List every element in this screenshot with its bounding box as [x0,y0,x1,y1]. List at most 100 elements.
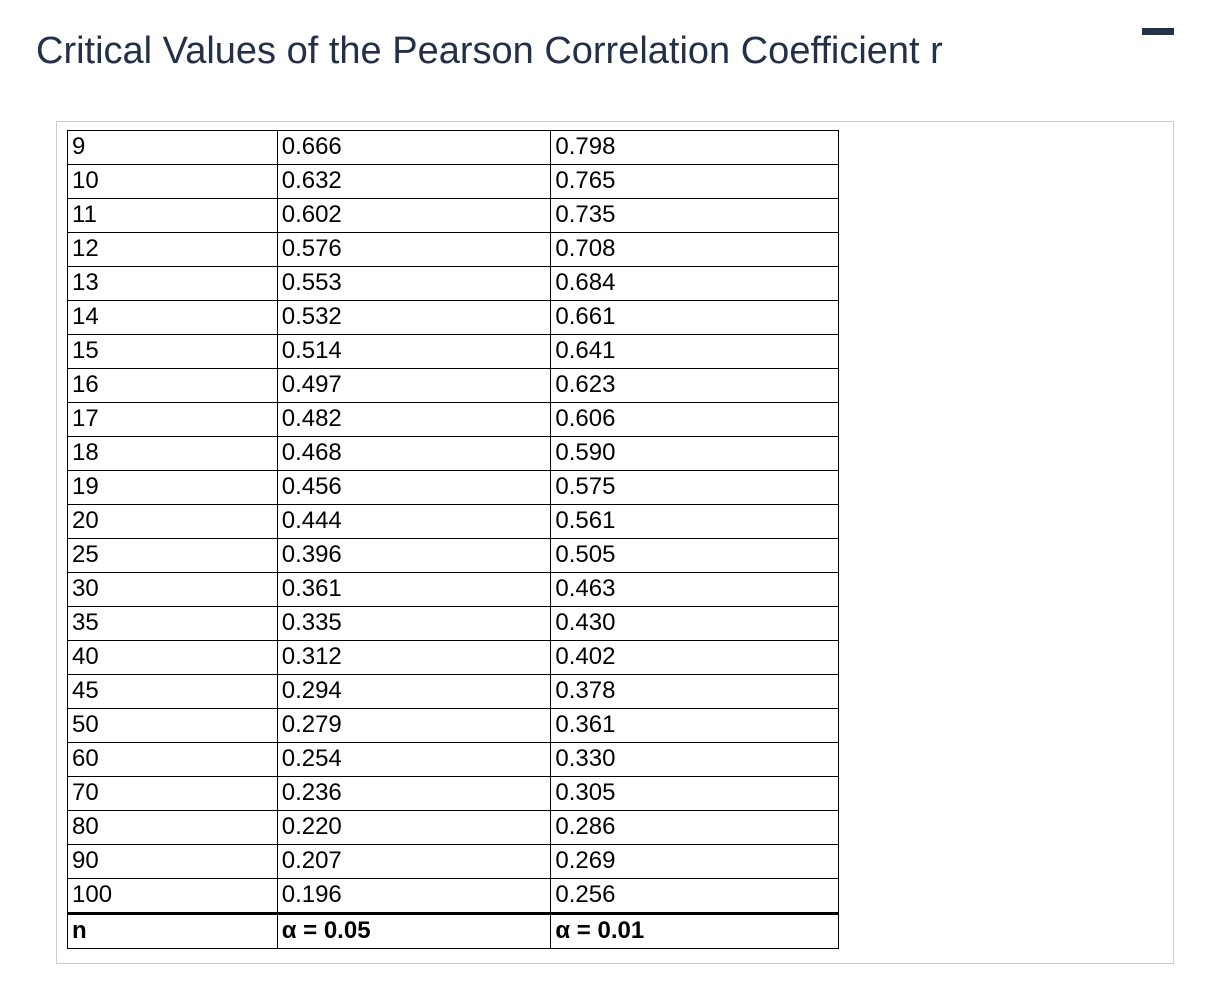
cell-alpha01: 0.623 [551,369,839,403]
cell-alpha05: 0.553 [277,267,551,301]
cell-alpha05: 0.312 [277,641,551,675]
cell-alpha01: 0.378 [551,675,839,709]
cell-n: 35 [68,607,278,641]
cell-alpha05: 0.236 [277,777,551,811]
table-row: 20 0.444 0.561 [68,505,839,539]
cell-alpha05: 0.335 [277,607,551,641]
table-row: 35 0.335 0.430 [68,607,839,641]
cell-alpha01: 0.361 [551,709,839,743]
table-row: 50 0.279 0.361 [68,709,839,743]
cell-alpha05: 0.456 [277,471,551,505]
cell-n: 20 [68,505,278,539]
cell-n: 100 [68,879,278,914]
cell-n: 45 [68,675,278,709]
cell-n: 25 [68,539,278,573]
cell-alpha05: 0.361 [277,573,551,607]
cell-alpha01: 0.256 [551,879,839,914]
cell-alpha05: 0.666 [277,131,551,165]
cell-alpha05: 0.576 [277,233,551,267]
table-row: 30 0.361 0.463 [68,573,839,607]
cell-alpha01: 0.661 [551,301,839,335]
footer-n: n [68,913,278,948]
table-row: 80 0.220 0.286 [68,811,839,845]
cell-alpha05: 0.220 [277,811,551,845]
table-row: 15 0.514 0.641 [68,335,839,369]
cell-alpha05: 0.254 [277,743,551,777]
cell-alpha01: 0.305 [551,777,839,811]
cell-alpha01: 0.430 [551,607,839,641]
cell-n: 10 [68,165,278,199]
cell-n: 90 [68,845,278,879]
cell-alpha05: 0.294 [277,675,551,709]
cell-alpha01: 0.330 [551,743,839,777]
cell-alpha01: 0.286 [551,811,839,845]
table-container: 9 0.666 0.798 10 0.632 0.765 11 0.602 0.… [56,121,1174,964]
cell-n: 60 [68,743,278,777]
cell-alpha01: 0.684 [551,267,839,301]
collapse-icon[interactable] [1142,28,1174,35]
table-row: 16 0.497 0.623 [68,369,839,403]
table-row: 40 0.312 0.402 [68,641,839,675]
cell-alpha05: 0.602 [277,199,551,233]
cell-n: 9 [68,131,278,165]
cell-alpha05: 0.396 [277,539,551,573]
cell-n: 80 [68,811,278,845]
table-row: 11 0.602 0.735 [68,199,839,233]
cell-n: 18 [68,437,278,471]
table-row: 12 0.576 0.708 [68,233,839,267]
cell-n: 11 [68,199,278,233]
table-row: 14 0.532 0.661 [68,301,839,335]
table-row: 100 0.196 0.256 [68,879,839,914]
critical-values-table: 9 0.666 0.798 10 0.632 0.765 11 0.602 0.… [67,130,839,949]
cell-alpha01: 0.798 [551,131,839,165]
cell-n: 30 [68,573,278,607]
cell-alpha05: 0.468 [277,437,551,471]
cell-alpha01: 0.590 [551,437,839,471]
cell-alpha05: 0.207 [277,845,551,879]
cell-alpha01: 0.505 [551,539,839,573]
cell-n: 13 [68,267,278,301]
table-body: 9 0.666 0.798 10 0.632 0.765 11 0.602 0.… [68,131,839,949]
cell-alpha05: 0.279 [277,709,551,743]
cell-n: 19 [68,471,278,505]
cell-alpha01: 0.641 [551,335,839,369]
cell-alpha01: 0.402 [551,641,839,675]
table-row: 70 0.236 0.305 [68,777,839,811]
cell-n: 14 [68,301,278,335]
cell-alpha01: 0.765 [551,165,839,199]
cell-alpha01: 0.561 [551,505,839,539]
cell-alpha05: 0.532 [277,301,551,335]
cell-alpha01: 0.269 [551,845,839,879]
cell-n: 15 [68,335,278,369]
cell-n: 17 [68,403,278,437]
table-row: 13 0.553 0.684 [68,267,839,301]
cell-n: 12 [68,233,278,267]
footer-alpha01: α = 0.01 [551,913,839,948]
table-row: 25 0.396 0.505 [68,539,839,573]
cell-alpha05: 0.497 [277,369,551,403]
cell-n: 16 [68,369,278,403]
cell-alpha05: 0.514 [277,335,551,369]
cell-n: 50 [68,709,278,743]
cell-alpha01: 0.735 [551,199,839,233]
table-row: 90 0.207 0.269 [68,845,839,879]
table-row: 9 0.666 0.798 [68,131,839,165]
table-footer-row: n α = 0.05 α = 0.01 [68,913,839,948]
table-row: 10 0.632 0.765 [68,165,839,199]
cell-alpha05: 0.482 [277,403,551,437]
table-row: 17 0.482 0.606 [68,403,839,437]
cell-alpha01: 0.708 [551,233,839,267]
footer-alpha05: α = 0.05 [277,913,551,948]
cell-alpha05: 0.444 [277,505,551,539]
cell-alpha01: 0.463 [551,573,839,607]
cell-n: 40 [68,641,278,675]
page-title: Critical Values of the Pearson Correlati… [0,0,1206,73]
table-row: 19 0.456 0.575 [68,471,839,505]
cell-alpha05: 0.632 [277,165,551,199]
cell-alpha01: 0.575 [551,471,839,505]
cell-alpha05: 0.196 [277,879,551,914]
table-row: 45 0.294 0.378 [68,675,839,709]
table-row: 60 0.254 0.330 [68,743,839,777]
table-row: 18 0.468 0.590 [68,437,839,471]
cell-n: 70 [68,777,278,811]
